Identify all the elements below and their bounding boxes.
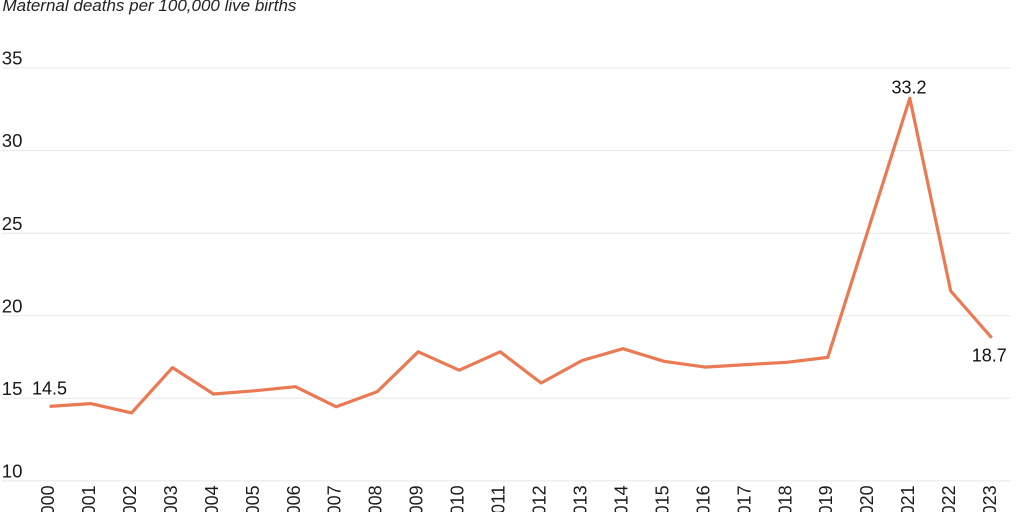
svg-text:10: 10 (2, 461, 23, 482)
svg-text:2015: 2015 (652, 485, 672, 512)
svg-text:2004: 2004 (202, 485, 222, 512)
svg-text:2018: 2018 (775, 485, 795, 512)
svg-text:2001: 2001 (79, 485, 99, 512)
svg-text:2007: 2007 (325, 485, 345, 512)
svg-text:15: 15 (2, 378, 23, 399)
svg-text:2012: 2012 (530, 485, 550, 512)
svg-text:2003: 2003 (161, 485, 181, 512)
svg-text:2014: 2014 (611, 485, 631, 512)
svg-text:2016: 2016 (693, 485, 713, 512)
svg-text:2002: 2002 (120, 485, 140, 512)
svg-text:2009: 2009 (407, 485, 427, 512)
svg-text:Maternal deaths per 100,000 li: Maternal deaths per 100,000 live births (3, 0, 297, 15)
svg-text:2010: 2010 (448, 485, 468, 512)
svg-text:2022: 2022 (939, 485, 959, 512)
svg-text:18.7: 18.7 (972, 346, 1007, 366)
svg-text:2006: 2006 (284, 485, 304, 512)
svg-text:2019: 2019 (816, 485, 836, 512)
svg-text:2017: 2017 (734, 485, 754, 512)
svg-text:35: 35 (2, 48, 23, 69)
svg-text:14.5: 14.5 (32, 379, 67, 399)
svg-text:2013: 2013 (571, 485, 591, 512)
svg-text:2011: 2011 (489, 485, 509, 512)
svg-text:2008: 2008 (366, 485, 386, 512)
svg-text:2005: 2005 (243, 485, 263, 512)
svg-text:2023: 2023 (980, 485, 1000, 512)
svg-text:2020: 2020 (857, 485, 877, 512)
svg-text:2000: 2000 (38, 485, 58, 512)
svg-text:2021: 2021 (898, 485, 918, 512)
svg-text:20: 20 (2, 295, 23, 316)
svg-text:33.2: 33.2 (891, 78, 926, 98)
svg-text:30: 30 (2, 130, 23, 151)
svg-text:25: 25 (2, 213, 23, 234)
